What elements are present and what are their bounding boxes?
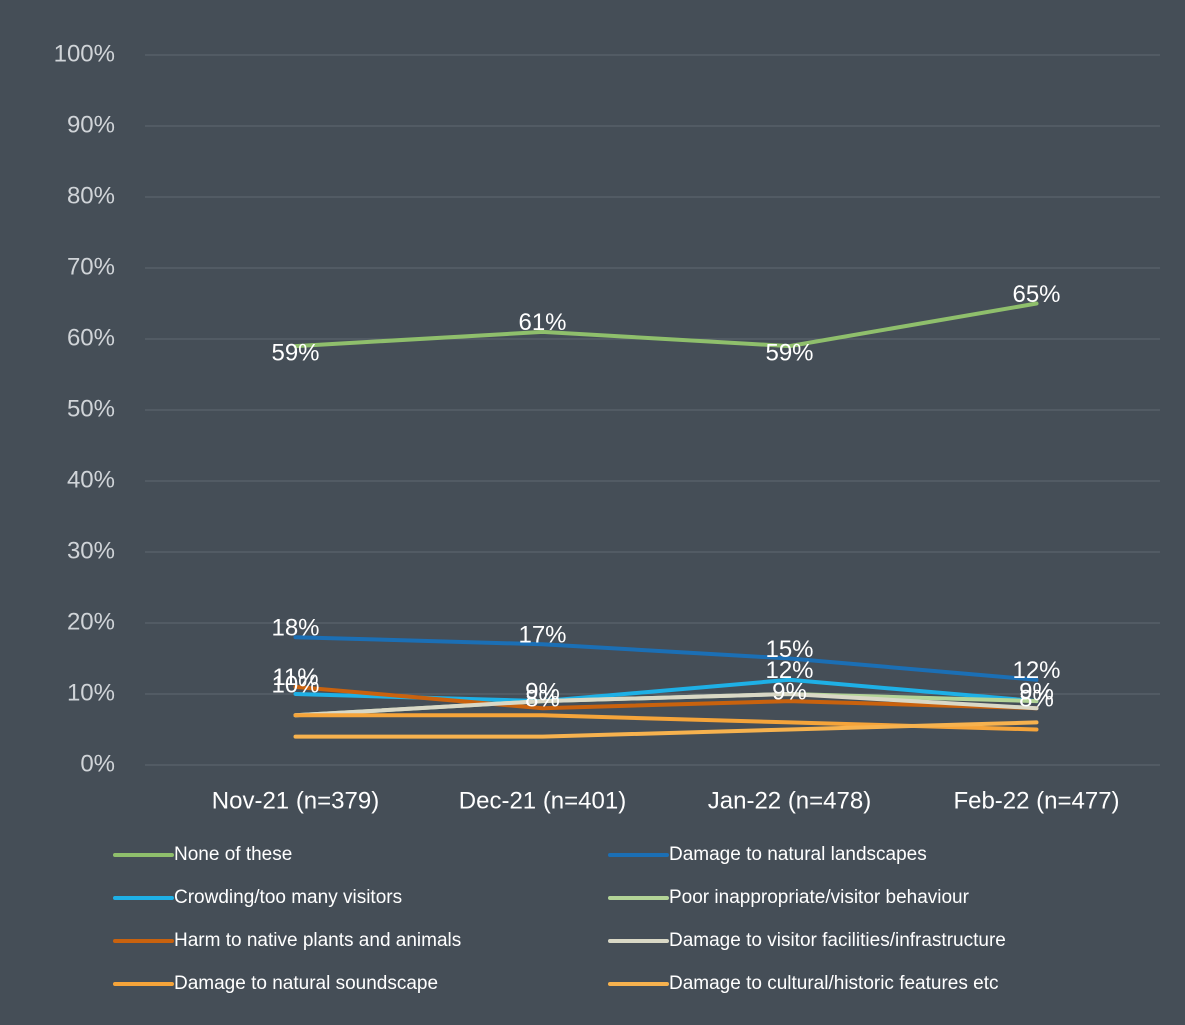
data-label: 12% xyxy=(765,657,813,684)
data-label: 59% xyxy=(765,339,813,366)
legend-label: Crowding/too many visitors xyxy=(174,887,402,908)
y-tick-label: 40% xyxy=(67,466,115,493)
y-tick-label: 30% xyxy=(67,537,115,564)
y-tick-label: 50% xyxy=(67,395,115,422)
y-tick-label: 60% xyxy=(67,324,115,351)
x-tick-label: Feb-22 (n=477) xyxy=(953,787,1119,814)
legend-label: Damage to natural landscapes xyxy=(669,844,927,865)
y-tick-label: 10% xyxy=(67,679,115,706)
data-label: 17% xyxy=(518,622,566,649)
legend-label: Damage to visitor facilities/infrastruct… xyxy=(669,930,1006,951)
series-line xyxy=(293,684,1039,711)
x-tick-label: Dec-21 (n=401) xyxy=(459,787,626,814)
data-label: 65% xyxy=(1012,281,1060,308)
series-line xyxy=(293,635,1039,682)
data-label: 9% xyxy=(525,678,560,705)
data-label: 8% xyxy=(1019,686,1054,713)
data-label: 15% xyxy=(765,636,813,663)
data-label: 11% xyxy=(272,664,318,691)
data-label: 9% xyxy=(772,678,807,705)
legend-label: Poor inappropriate/visitor behaviour xyxy=(669,887,970,908)
x-tick-label: Jan-22 (n=478) xyxy=(708,787,871,814)
data-label: 59% xyxy=(271,339,319,366)
data-label: 12% xyxy=(1012,657,1060,684)
data-label: 9% xyxy=(1019,678,1054,705)
series-line xyxy=(293,301,1039,349)
data-label: 10% xyxy=(271,671,319,698)
legend-label: Damage to cultural/historic features etc xyxy=(669,973,999,994)
y-tick-label: 70% xyxy=(67,253,115,280)
x-tick-label: Nov-21 (n=379) xyxy=(212,787,379,814)
y-tick-label: 80% xyxy=(67,182,115,209)
y-tick-label: 20% xyxy=(67,608,115,635)
legend-label: None of these xyxy=(174,844,292,865)
series-line xyxy=(293,720,1039,739)
data-label: 18% xyxy=(271,615,319,642)
y-tick-label: 100% xyxy=(54,40,115,67)
legend-label: Damage to natural soundscape xyxy=(174,973,438,994)
y-tick-label: 90% xyxy=(67,111,115,138)
series-line xyxy=(293,692,1039,718)
y-tick-label: 0% xyxy=(80,750,115,777)
data-label: 61% xyxy=(518,309,566,336)
data-label: 8% xyxy=(525,686,560,713)
legend-label: Harm to native plants and animals xyxy=(174,930,461,951)
